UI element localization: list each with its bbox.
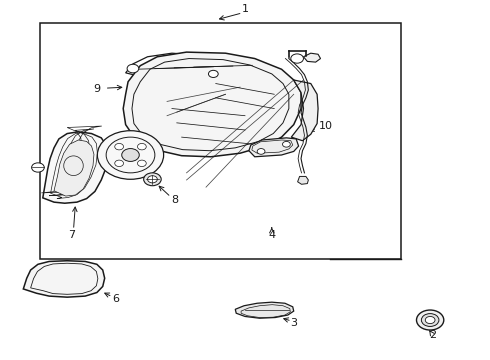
Polygon shape xyxy=(291,80,318,141)
Polygon shape xyxy=(297,176,308,184)
Polygon shape xyxy=(303,53,320,62)
Circle shape xyxy=(98,131,164,179)
Polygon shape xyxy=(54,140,94,196)
Text: 10: 10 xyxy=(318,121,332,131)
Text: 1: 1 xyxy=(242,4,248,14)
Circle shape xyxy=(283,141,290,147)
Circle shape xyxy=(127,64,139,73)
Circle shape xyxy=(421,314,439,327)
Circle shape xyxy=(147,176,157,183)
Text: 2: 2 xyxy=(429,330,436,341)
Bar xyxy=(40,23,401,258)
Polygon shape xyxy=(249,138,298,157)
Text: 3: 3 xyxy=(290,318,297,328)
Text: 6: 6 xyxy=(112,294,120,303)
Circle shape xyxy=(425,316,435,324)
Circle shape xyxy=(115,143,123,150)
Circle shape xyxy=(115,160,123,167)
Circle shape xyxy=(144,173,161,186)
Circle shape xyxy=(208,70,218,77)
Text: 4: 4 xyxy=(268,230,275,240)
Circle shape xyxy=(138,143,146,150)
Polygon shape xyxy=(43,132,108,203)
Circle shape xyxy=(122,149,139,161)
Circle shape xyxy=(31,163,44,172)
Text: 7: 7 xyxy=(69,230,75,240)
Text: 9: 9 xyxy=(93,84,100,94)
Text: 5: 5 xyxy=(107,156,115,165)
Polygon shape xyxy=(235,302,294,318)
Circle shape xyxy=(416,310,444,330)
Polygon shape xyxy=(125,53,223,80)
Circle shape xyxy=(291,54,303,63)
Circle shape xyxy=(257,149,265,154)
Polygon shape xyxy=(24,261,105,297)
Text: 8: 8 xyxy=(171,195,178,204)
Circle shape xyxy=(138,160,146,167)
Polygon shape xyxy=(123,52,301,157)
